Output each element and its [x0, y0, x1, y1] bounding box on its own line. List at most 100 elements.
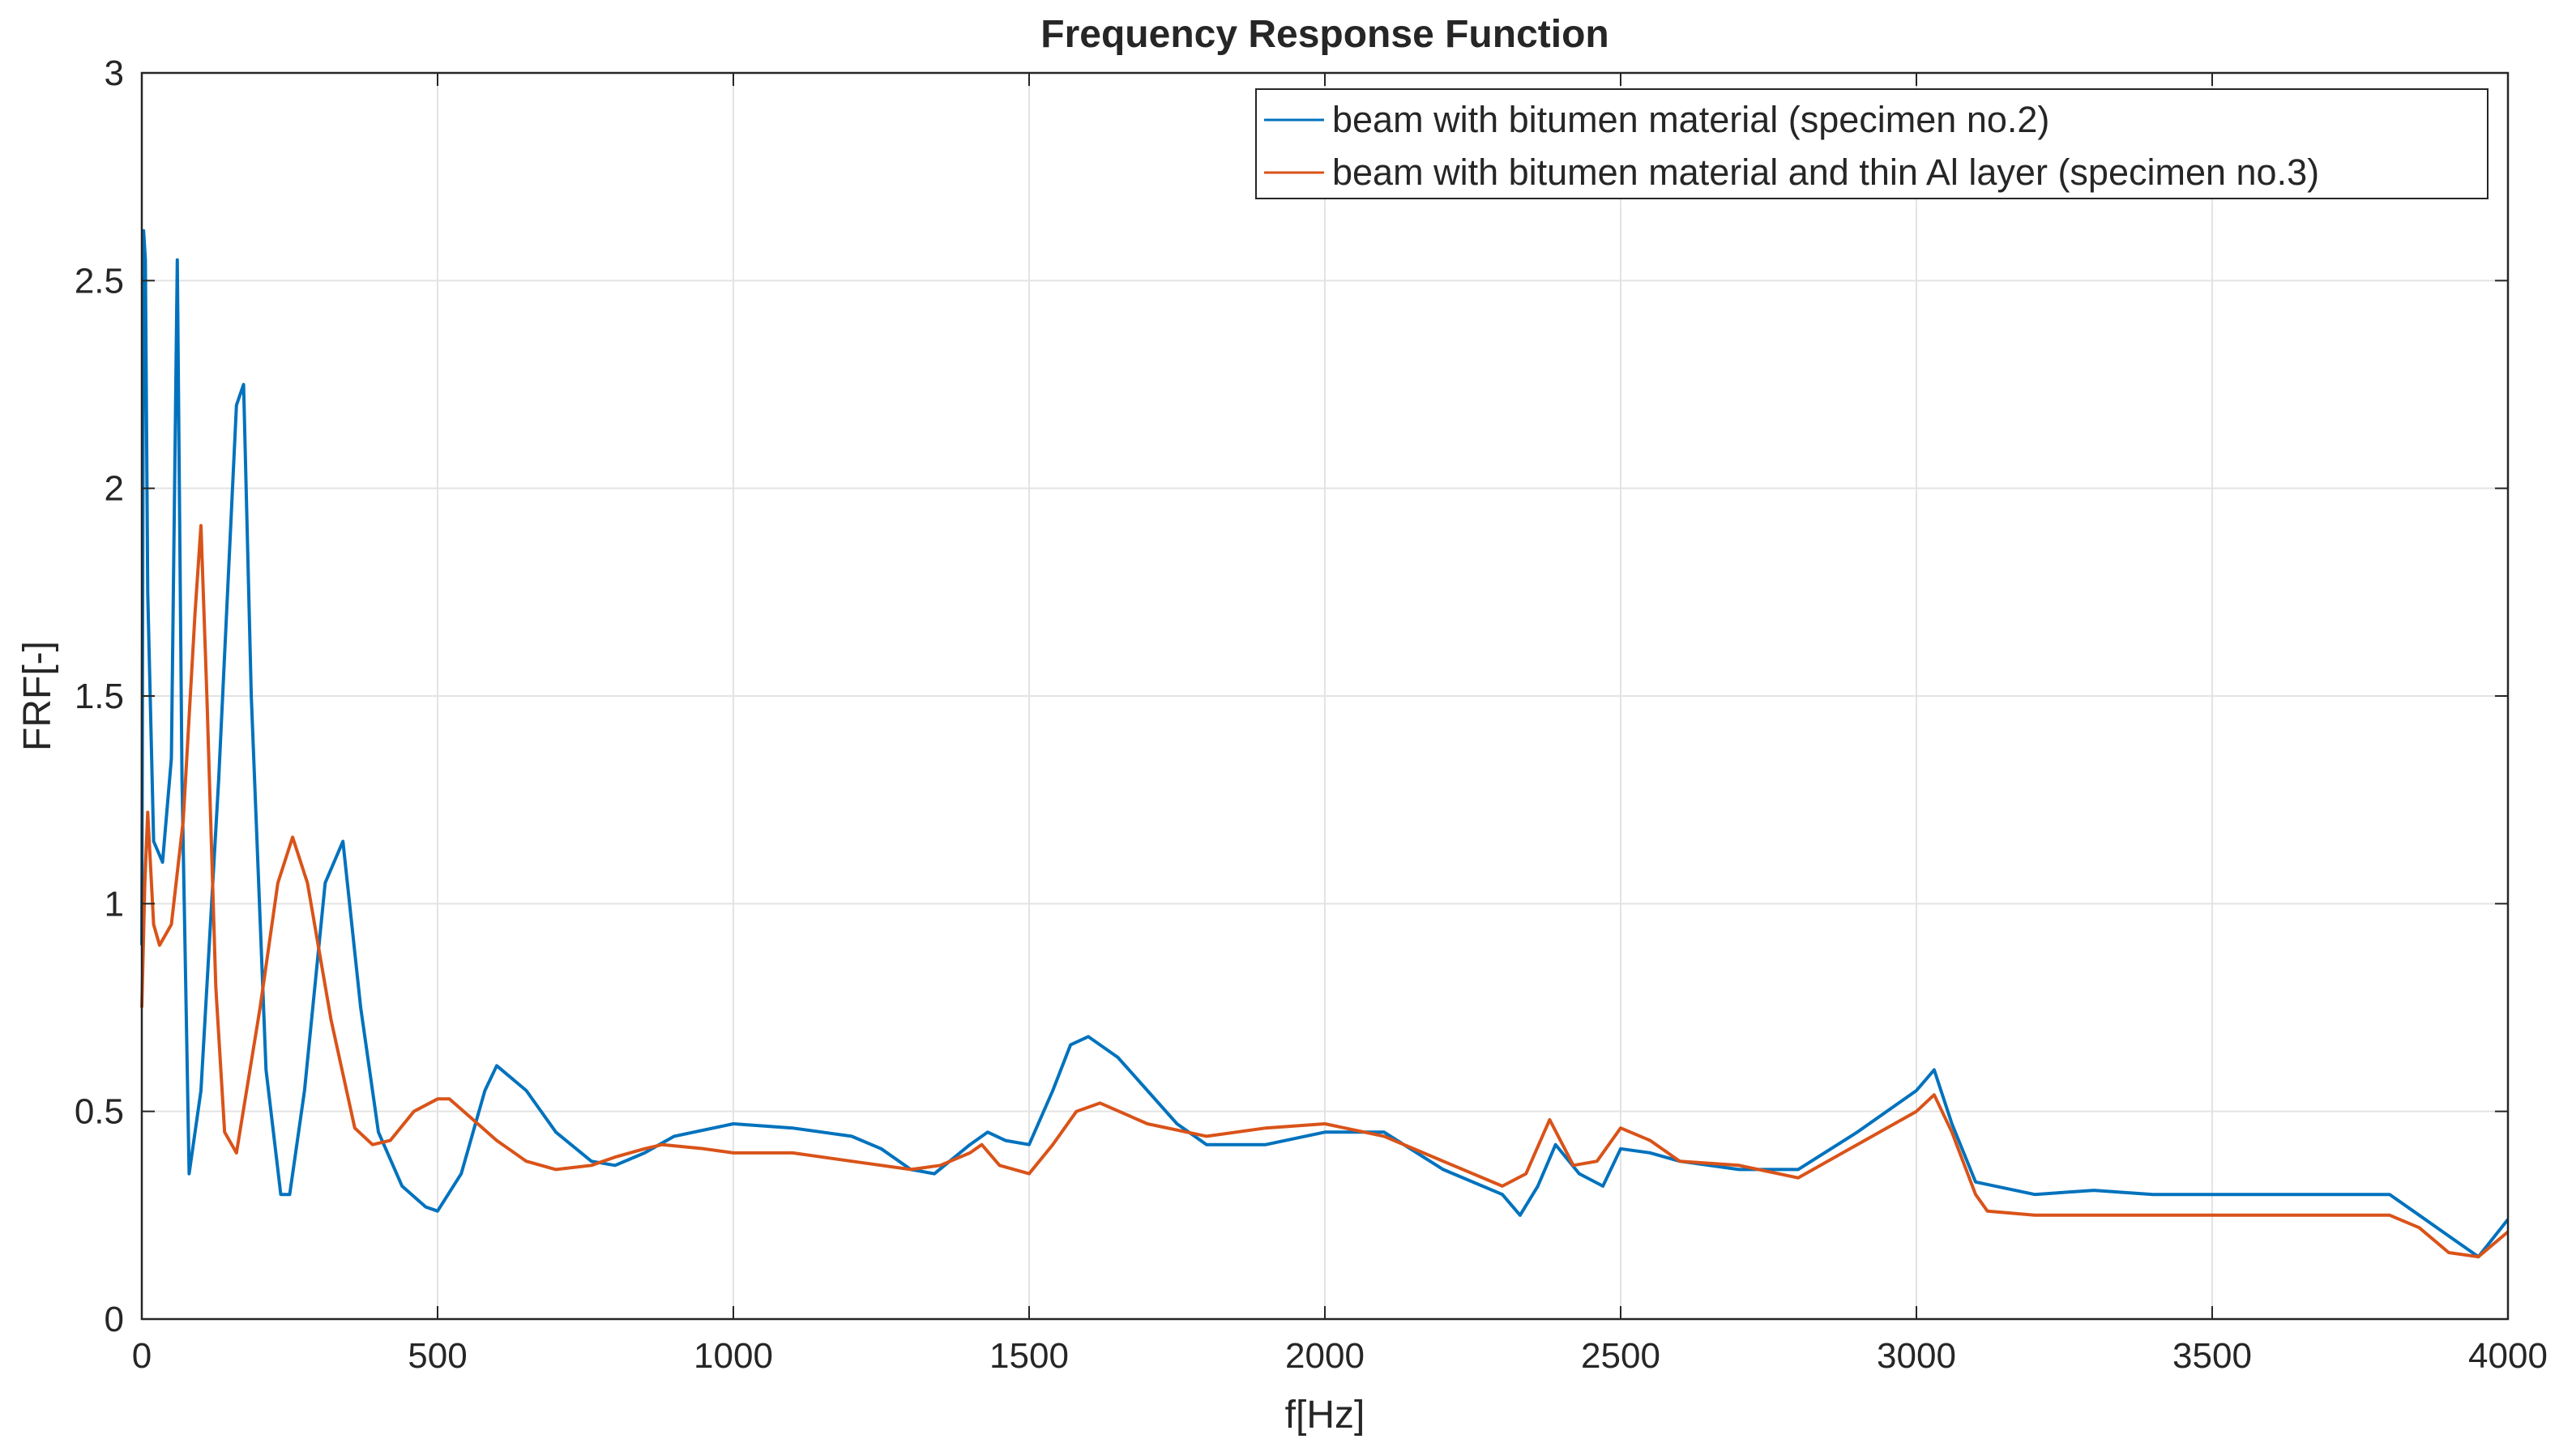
data-point — [1620, 1127, 1621, 1129]
y-tick-label: 3 — [105, 53, 124, 93]
data-point — [259, 1006, 261, 1009]
data-point — [342, 840, 344, 843]
data-point — [292, 836, 293, 839]
y-tick-label: 0.5 — [75, 1092, 124, 1132]
data-point — [1549, 1119, 1551, 1121]
data-point — [2211, 1193, 2213, 1195]
data-point — [2448, 1252, 2450, 1253]
data-point — [437, 1210, 438, 1212]
data-point — [1738, 1168, 1740, 1171]
data-point — [1596, 1160, 1598, 1162]
data-point — [792, 1127, 793, 1129]
data-point — [265, 1069, 267, 1071]
data-point — [1916, 1090, 1917, 1091]
data-point — [880, 1148, 882, 1150]
data-point — [2389, 1193, 2390, 1195]
data-point — [1087, 1035, 1089, 1038]
data-point — [643, 1148, 646, 1150]
data-point — [591, 1164, 592, 1167]
data-point — [1797, 1176, 1799, 1179]
data-point — [143, 882, 146, 884]
data-point — [851, 1160, 852, 1162]
data-point — [1147, 1090, 1148, 1091]
data-point — [280, 1193, 282, 1195]
data-point — [987, 1131, 989, 1134]
series-points-1 — [141, 525, 2509, 1257]
data-point — [277, 882, 279, 884]
data-point — [304, 1090, 305, 1091]
data-point — [2093, 1189, 2095, 1191]
data-point — [437, 1098, 438, 1100]
data-point — [1176, 1123, 1178, 1125]
x-tick-label: 500 — [408, 1336, 467, 1376]
data-point — [1951, 1123, 1953, 1125]
data-point — [378, 1131, 379, 1134]
data-point — [170, 758, 173, 759]
data-point — [200, 525, 202, 527]
y-tick-label: 2.5 — [75, 261, 124, 301]
data-point — [147, 591, 149, 593]
y-tick-label: 2 — [105, 469, 124, 509]
data-point — [152, 840, 155, 843]
data-point — [2389, 1215, 2390, 1216]
data-point — [1070, 1044, 1071, 1046]
data-point — [170, 924, 173, 925]
data-point — [1649, 1139, 1651, 1142]
data-point — [1075, 1110, 1078, 1112]
data-point — [1028, 1172, 1030, 1175]
data-point — [939, 1164, 942, 1167]
data-point — [673, 1135, 675, 1138]
data-point — [206, 695, 208, 697]
data-point — [1099, 1102, 1101, 1104]
data-point — [525, 1160, 528, 1162]
data-point — [1442, 1168, 1444, 1171]
data-point — [969, 1152, 971, 1154]
data-point — [1620, 1148, 1621, 1150]
data-point — [933, 1172, 935, 1175]
data-point — [472, 1119, 474, 1121]
data-point — [2271, 1193, 2272, 1195]
data-point — [2034, 1193, 2036, 1195]
data-point — [2271, 1215, 2272, 1216]
data-point — [1383, 1131, 1385, 1134]
data-point — [161, 861, 164, 863]
x-axis-label: f[Hz] — [1285, 1394, 1365, 1437]
data-point — [980, 1143, 983, 1146]
data-point — [1117, 1057, 1119, 1058]
data-point — [288, 1193, 291, 1195]
y-axis-label: FRF[-] — [16, 641, 59, 751]
data-point — [1856, 1143, 1858, 1146]
data-point — [614, 1164, 616, 1167]
data-point — [1916, 1110, 1917, 1112]
series-line-specimen-3 — [140, 523, 2510, 1259]
data-point — [733, 1123, 734, 1125]
data-point — [555, 1131, 557, 1134]
data-point — [250, 695, 252, 697]
x-tick-label: 1500 — [989, 1336, 1069, 1376]
data-point — [152, 924, 155, 925]
data-point — [147, 811, 149, 813]
data-point — [1579, 1172, 1580, 1175]
data-point — [1525, 1172, 1527, 1175]
data-point — [2418, 1215, 2420, 1216]
data-point — [1537, 1185, 1539, 1187]
data-point — [200, 1090, 202, 1091]
legend-box — [1255, 88, 2489, 199]
legend-label-specimen-3: beam with bitumen material and thin Al l… — [1332, 152, 2319, 193]
data-point — [143, 230, 144, 232]
data-point — [1679, 1160, 1681, 1162]
x-tick-label: 3000 — [1877, 1336, 1956, 1376]
data-point — [1442, 1160, 1444, 1162]
data-point — [555, 1168, 557, 1171]
data-point — [496, 1065, 498, 1067]
y-tick-label: 0 — [105, 1300, 124, 1339]
data-point — [910, 1168, 912, 1171]
data-point — [215, 986, 217, 988]
data-point — [525, 1090, 528, 1091]
data-point — [614, 1156, 616, 1158]
data-point — [188, 1172, 190, 1175]
x-tick-label: 2500 — [1581, 1336, 1660, 1376]
data-point — [159, 944, 160, 946]
ticks: 0 500 1000 1500 2000 2500 3000 3500 4000 0 0.5 1 1.5… — [75, 53, 2548, 1376]
